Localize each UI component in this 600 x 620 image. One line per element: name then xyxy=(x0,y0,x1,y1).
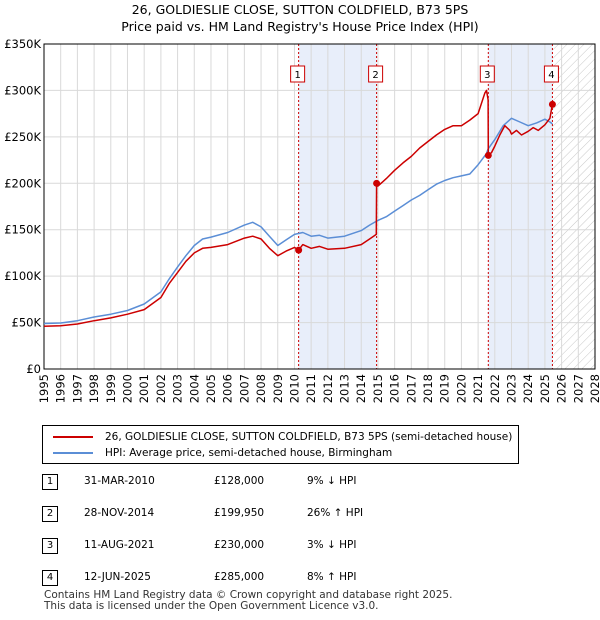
sale-period-shade xyxy=(488,44,553,369)
sale-point xyxy=(548,100,556,108)
legend-label-property: 26, GOLDIESLIE CLOSE, SUTTON COLDFIELD, … xyxy=(105,431,513,443)
transaction-hpi: 26% ↑ HPI xyxy=(307,507,364,519)
y-tick-label: £200K xyxy=(4,176,41,190)
sale-marker-label: 1 xyxy=(294,70,300,81)
licence-text: This data is licensed under the Open Gov… xyxy=(44,600,379,612)
x-tick-label: 2004 xyxy=(187,374,201,403)
transaction-date: 11-AUG-2021 xyxy=(84,539,155,551)
sale-marker-label: 3 xyxy=(484,70,490,81)
chart-subtitle: Price paid vs. HM Land Registry's House … xyxy=(121,19,479,34)
x-tick-label: 2006 xyxy=(221,374,235,403)
x-tick-label: 2003 xyxy=(171,374,185,403)
transaction-marker: 4 xyxy=(42,570,58,586)
x-tick-label: 1996 xyxy=(54,374,68,403)
transaction-price: £199,950 xyxy=(214,507,265,519)
legend-item-hpi: HPI: Average price, semi-detached house,… xyxy=(53,446,392,460)
transaction-date: 28-NOV-2014 xyxy=(84,507,155,519)
x-tick-label: 2009 xyxy=(271,374,285,403)
x-tick-label: 2027 xyxy=(571,374,585,403)
x-tick-label: 2021 xyxy=(471,374,485,403)
x-tick-label: 2025 xyxy=(538,374,552,403)
sale-point xyxy=(484,151,492,159)
y-tick-label: £350K xyxy=(4,37,41,51)
y-tick-label: £300K xyxy=(4,83,41,97)
sale-marker-box xyxy=(368,65,384,83)
x-tick-label: 1997 xyxy=(70,374,84,403)
x-tick-label: 2005 xyxy=(204,374,218,403)
sale-marker-label: 4 xyxy=(548,70,554,81)
transaction-hpi: 3% ↓ HPI xyxy=(307,539,357,551)
transaction-date: 31-MAR-2010 xyxy=(84,475,155,487)
sale-marker-box xyxy=(543,65,559,83)
x-tick-label: 2008 xyxy=(254,374,268,403)
chart-title: 26, GOLDIESLIE CLOSE, SUTTON COLDFIELD, … xyxy=(131,2,469,17)
x-tick-label: 2014 xyxy=(354,374,368,403)
sale-period-shade xyxy=(298,44,377,369)
y-tick-label: £100K xyxy=(4,269,41,283)
x-tick-label: 2013 xyxy=(338,374,352,403)
transaction-marker: 3 xyxy=(42,538,58,554)
plot-frame xyxy=(43,43,596,370)
chart-legend: 26, GOLDIESLIE CLOSE, SUTTON COLDFIELD, … xyxy=(42,425,519,464)
transaction-hpi: 8% ↑ HPI xyxy=(307,571,357,583)
transaction-marker: 1 xyxy=(42,474,58,490)
sale-point xyxy=(373,179,381,187)
y-tick-label: £0 xyxy=(26,362,41,376)
x-tick-label: 2023 xyxy=(505,374,519,403)
transaction-price: £230,000 xyxy=(214,539,265,551)
price-chart: £0 £50K £100K £150K £200K £250K £300K £350K 1995… xyxy=(4,37,600,403)
copyright-text: Contains HM Land Registry data © Crown c… xyxy=(44,589,453,601)
sale-point xyxy=(295,246,303,254)
footer: Contains HM Land Registry data © Crown c… xyxy=(44,590,452,612)
table-row: 4 12-JUN-2025 £285,000 8% ↑ HPI xyxy=(42,570,442,586)
x-tick-label: 2017 xyxy=(404,374,418,403)
x-tick-label: 2000 xyxy=(120,374,134,403)
hpi-series-line xyxy=(43,117,553,325)
forecast-hatch xyxy=(552,44,595,369)
legend-label-hpi: HPI: Average price, semi-detached house,… xyxy=(105,447,393,459)
sale-marker-box xyxy=(290,65,306,83)
x-tick-label: 1998 xyxy=(87,374,101,403)
x-tick-label: 2007 xyxy=(237,374,251,403)
sale-marker-label: 2 xyxy=(372,70,378,81)
table-row: 2 28-NOV-2014 £199,950 26% ↑ HPI xyxy=(42,506,442,522)
x-tick-label: 2018 xyxy=(421,374,435,403)
x-tick-label: 1995 xyxy=(37,374,51,403)
x-tick-label: 2016 xyxy=(388,374,402,403)
x-tick-label: 2002 xyxy=(154,374,168,403)
transaction-date: 12-JUN-2025 xyxy=(84,571,151,583)
legend-swatch-property xyxy=(53,436,93,438)
sale-marker-box xyxy=(479,65,495,83)
transaction-price: £128,000 xyxy=(214,475,265,487)
x-tick-label: 2019 xyxy=(438,374,452,403)
table-row: 1 31-MAR-2010 £128,000 9% ↓ HPI xyxy=(42,474,442,490)
x-tick-label: 2028 xyxy=(588,374,600,403)
x-tick-label: 2010 xyxy=(287,374,301,403)
transaction-price: £285,000 xyxy=(214,571,265,583)
transaction-hpi: 9% ↓ HPI xyxy=(307,475,357,487)
legend-swatch-hpi xyxy=(53,452,93,454)
x-tick-label: 2015 xyxy=(371,374,385,403)
transaction-marker: 2 xyxy=(42,506,58,522)
x-tick-label: 2001 xyxy=(137,374,151,403)
x-tick-label: 2022 xyxy=(488,374,502,403)
x-tick-label: 2011 xyxy=(304,374,318,403)
x-tick-label: 1999 xyxy=(104,374,118,403)
table-row: 3 11-AUG-2021 £230,000 3% ↓ HPI xyxy=(42,538,442,554)
x-tick-label: 2026 xyxy=(555,374,569,403)
x-tick-label: 2012 xyxy=(321,374,335,403)
legend-item-property: 26, GOLDIESLIE CLOSE, SUTTON COLDFIELD, … xyxy=(53,430,512,444)
y-tick-label: £250K xyxy=(4,130,41,144)
x-tick-label: 2020 xyxy=(454,374,468,403)
y-tick-label: £50K xyxy=(12,316,42,330)
y-tick-label: £150K xyxy=(4,223,41,237)
x-tick-label: 2024 xyxy=(521,374,535,403)
